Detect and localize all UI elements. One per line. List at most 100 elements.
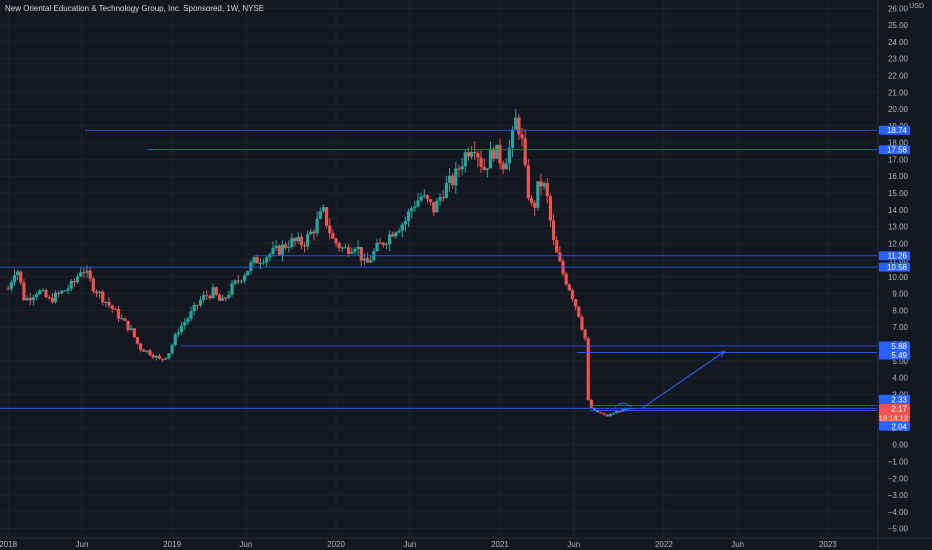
- candle-body: [230, 283, 234, 295]
- candle-body: [142, 349, 146, 352]
- candle-body: [183, 322, 187, 326]
- projection-arrow-head: [717, 350, 726, 358]
- candle-body: [290, 238, 294, 248]
- candle-body: [400, 224, 404, 231]
- candle-body: [265, 257, 269, 263]
- candle-body: [120, 318, 124, 320]
- candle-body: [378, 242, 382, 244]
- candle-body: [567, 284, 571, 291]
- candle-body: [359, 246, 363, 261]
- candle-body: [176, 332, 181, 335]
- candle-body: [192, 304, 196, 312]
- candle-body: [312, 231, 316, 234]
- candle-body: [381, 242, 385, 246]
- candle-body: [57, 292, 61, 294]
- candle-body: [252, 257, 256, 263]
- candle-body: [422, 195, 426, 197]
- candle-body: [328, 225, 332, 234]
- candle-body: [608, 414, 612, 417]
- y-tick-label: 23.00: [888, 55, 909, 64]
- candle-body: [564, 273, 568, 285]
- candle-body: [6, 288, 10, 290]
- candle-body: [479, 157, 483, 167]
- candle-body: [561, 261, 565, 274]
- y-tick-label: −4.00: [888, 508, 909, 517]
- candle-body: [501, 163, 505, 170]
- candle-body: [397, 230, 401, 233]
- candle-body: [548, 196, 553, 221]
- candle-body: [470, 152, 474, 157]
- price-level-tag-label: 2.04: [891, 422, 907, 431]
- candle-body: [104, 301, 108, 303]
- candle-body: [444, 182, 448, 198]
- price-level-tag-label: 17.58: [887, 146, 908, 155]
- price-level-tag-label: 11.26: [888, 252, 908, 261]
- candle-body: [12, 275, 17, 283]
- candle-body: [116, 308, 121, 319]
- price-level-tag: [879, 125, 910, 135]
- candle-body: [161, 358, 165, 360]
- candle-body: [82, 272, 86, 274]
- candle-body: [596, 409, 600, 413]
- y-tick-label: 17.00: [888, 155, 909, 164]
- candle-body: [495, 144, 499, 159]
- candle-body: [441, 197, 445, 199]
- x-tick-label: 2021: [491, 540, 509, 549]
- y-tick-label: 14.00: [888, 206, 909, 215]
- candle-body: [189, 311, 193, 319]
- candle-body: [618, 411, 622, 413]
- annotation-arc: [614, 402, 632, 408]
- candle-body: [517, 117, 521, 135]
- candle-body: [570, 290, 575, 300]
- candle-body: [44, 290, 48, 298]
- candle-body: [413, 206, 417, 209]
- y-tick-label: 8.00: [892, 306, 908, 315]
- candle-body: [337, 243, 341, 249]
- candle-body: [353, 248, 357, 252]
- candle-body: [447, 175, 452, 183]
- candle-body: [485, 168, 489, 171]
- candle-body: [324, 207, 329, 226]
- candle-body: [63, 290, 67, 292]
- candle-body: [296, 236, 300, 242]
- candle-body: [533, 202, 537, 208]
- candle-body: [463, 152, 467, 167]
- y-tick-label: 5.00: [892, 357, 908, 366]
- candle-body: [164, 357, 168, 360]
- x-tick-label: 2022: [655, 540, 673, 549]
- y-tick-label: 26.00: [888, 4, 909, 13]
- candle-body: [60, 290, 64, 294]
- candle-body: [132, 328, 136, 338]
- y-tick-label: −3.00: [888, 491, 909, 500]
- candle-body: [602, 413, 606, 415]
- x-tick-label: Jun: [403, 540, 416, 549]
- price-level-tag-label: 10.58: [887, 263, 908, 272]
- candle-body: [280, 244, 285, 255]
- candle-body: [523, 138, 527, 166]
- candle-body: [53, 292, 58, 303]
- y-tick-label: 11.00: [889, 256, 909, 265]
- candle-body: [123, 318, 127, 321]
- candle-body: [375, 242, 379, 252]
- y-tick-label: −2.00: [888, 474, 909, 483]
- candle-body: [173, 334, 177, 345]
- candle-body: [416, 200, 420, 207]
- candle-body: [167, 353, 171, 358]
- candle-body: [101, 291, 105, 303]
- candle-body: [460, 166, 464, 170]
- x-tick-label: 2019: [163, 540, 181, 549]
- y-tick-label: −5.00: [888, 525, 909, 534]
- candle-body: [94, 291, 99, 294]
- candle-body: [419, 196, 423, 201]
- candle-body: [293, 238, 297, 242]
- price-level-tag-label: 5.49: [891, 351, 907, 360]
- candle-body: [406, 211, 411, 222]
- y-tick-label: 21.00: [888, 88, 909, 97]
- candle-body: [539, 181, 543, 187]
- candle-body: [75, 276, 80, 283]
- candle-body: [520, 134, 524, 139]
- candle-body: [50, 297, 54, 303]
- candle-body: [233, 280, 237, 284]
- candle-body: [529, 197, 534, 203]
